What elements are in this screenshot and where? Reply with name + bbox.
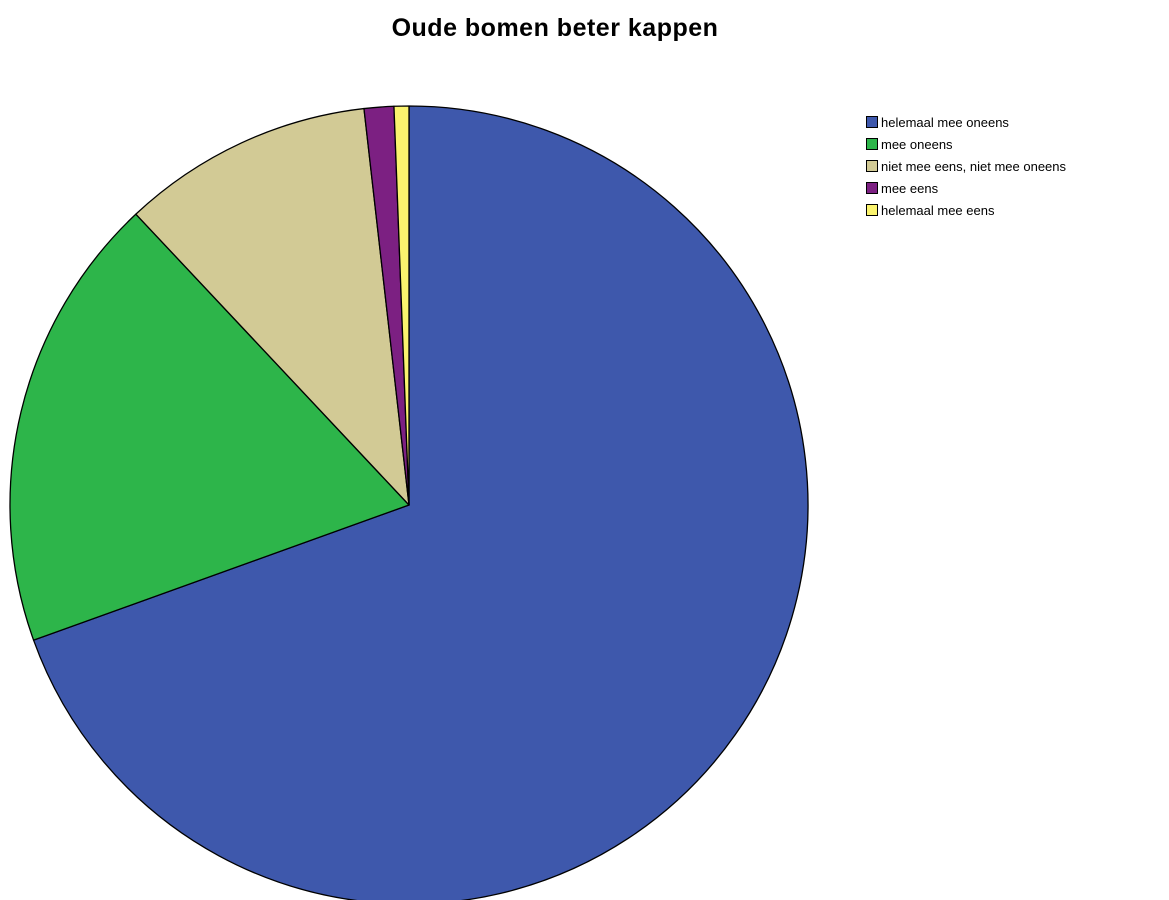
- pie-slices: [9, 105, 809, 900]
- legend-label: helemaal mee eens: [881, 202, 995, 218]
- legend-swatch: [866, 160, 878, 172]
- chart-title: Oude bomen beter kappen: [391, 14, 719, 42]
- pie-slice-5: [393, 105, 410, 506]
- legend-label: mee eens: [881, 180, 939, 196]
- legend-swatch: [866, 116, 878, 128]
- legend-item-5: helemaal mee eens: [866, 199, 1066, 221]
- legend-item-2: mee oneens: [866, 133, 1066, 155]
- legend-swatch: [866, 138, 878, 150]
- legend: helemaal mee oneens mee oneens niet mee ee…: [866, 111, 1066, 221]
- legend-item-4: mee eens: [866, 177, 1066, 199]
- legend-swatch: [866, 182, 878, 194]
- legend-swatch: [866, 204, 878, 216]
- pie-slice-1: [32, 105, 809, 900]
- pie-slice-3: [135, 107, 410, 506]
- legend-item-1: helemaal mee oneens: [866, 111, 1066, 133]
- pie-slice-2: [9, 213, 410, 641]
- legend-label: niet mee eens, niet mee oneens: [881, 158, 1067, 174]
- legend-item-3: niet mee eens, niet mee oneens: [866, 155, 1066, 177]
- legend-label: helemaal mee oneens: [881, 114, 1009, 130]
- legend-label: mee oneens: [881, 136, 953, 152]
